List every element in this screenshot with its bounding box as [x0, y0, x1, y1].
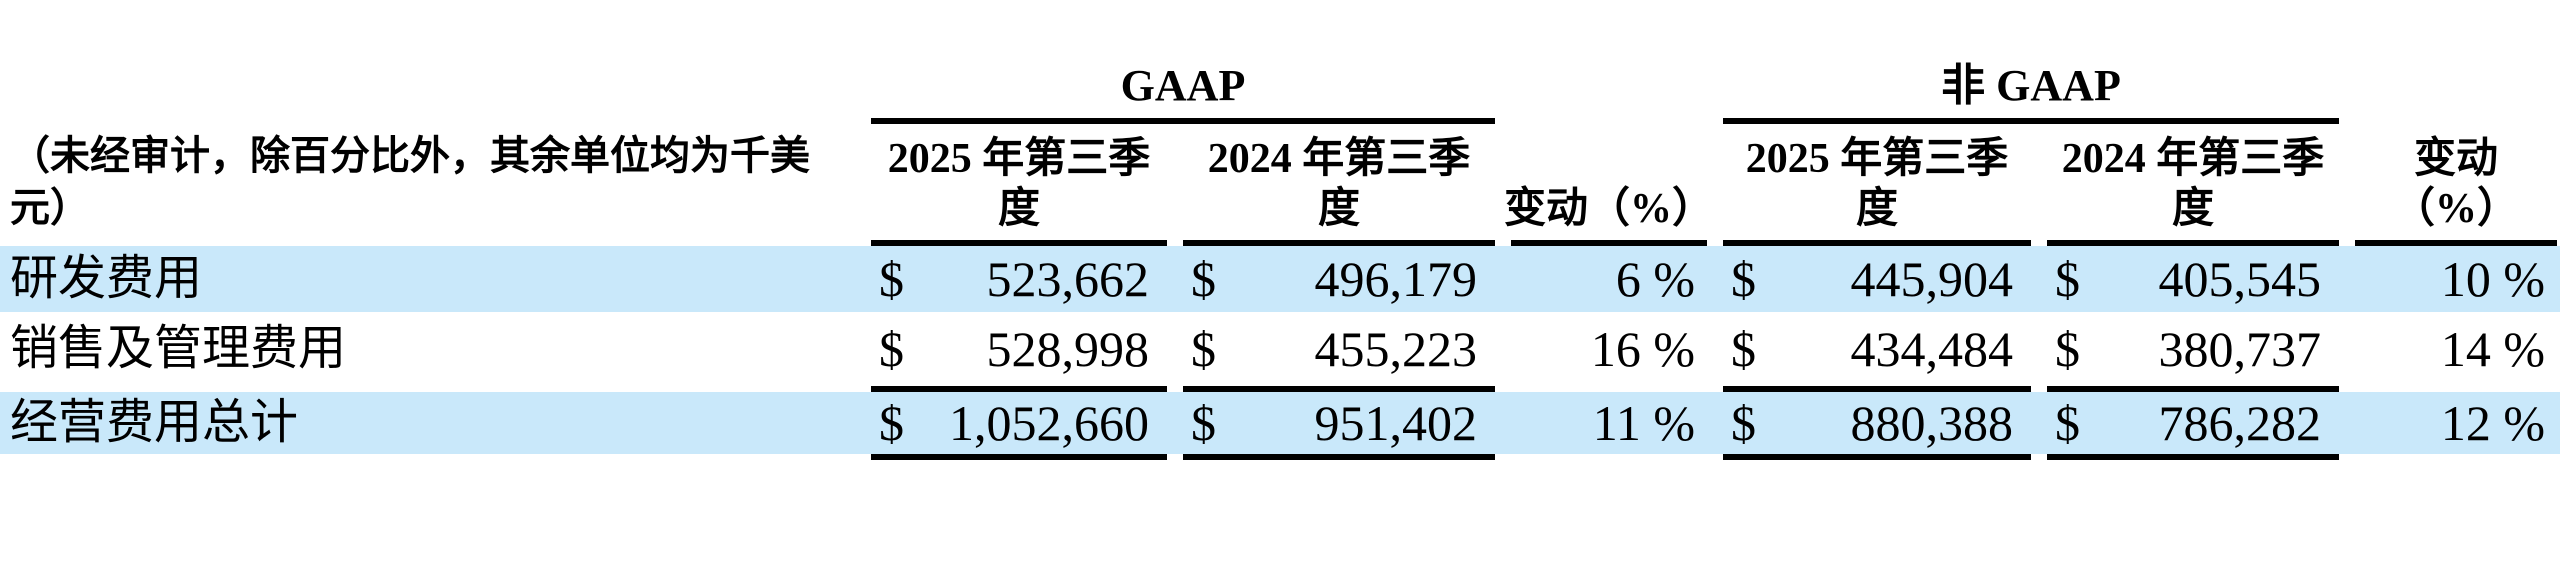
percent-value: 10 %: [2440, 251, 2545, 307]
gaap-q3-2025-cell: $ 1,052,660: [871, 392, 1167, 454]
gaap-group-label: GAAP: [1120, 61, 1246, 110]
col-header-non-gaap-q3-2024: 2024 年第三季度: [2061, 136, 2325, 232]
col-header-gaap-q3-2024: 2024 年第三季度: [1207, 136, 1471, 232]
non-gaap-q3-2025-cell: $ 434,484: [1723, 312, 2031, 386]
header-rule-segment: [1183, 240, 1495, 246]
header-rule-segment: [2355, 240, 2557, 246]
column-header-row: （未经审计，除百分比外，其余单位均为千美元） 2025 年第三季度 2024 年…: [0, 124, 2560, 240]
amount: 1,052,660: [949, 395, 1149, 451]
percent-value: 12 %: [2440, 395, 2545, 451]
amount: 496,179: [1314, 251, 1478, 307]
dollar-sign: $: [2055, 251, 2080, 307]
dollar-sign: $: [2055, 321, 2080, 377]
table-row-sga-expenses: 销售及管理费用 $ 528,998 $ 455,223 16 % $ 434,4…: [0, 312, 2560, 386]
subtotal-rule-segment: [871, 386, 1167, 392]
non-gaap-change-cell: 12 %: [2355, 392, 2557, 454]
header-rule-segment: [2047, 240, 2339, 246]
col-header-non-gaap-q3-2025: 2025 年第三季度: [1745, 136, 2009, 232]
rule-gap: [10, 454, 855, 460]
bottom-rule-segment: [871, 454, 1167, 460]
dollar-sign: $: [879, 321, 904, 377]
row-label-cell: 销售及管理费用: [10, 312, 855, 386]
gaap-change-cell: 6 %: [1511, 246, 1707, 312]
amount: 528,998: [986, 321, 1150, 377]
dollar-sign: $: [1731, 251, 1756, 307]
header-rule-segment: [871, 240, 1167, 246]
percent-value: 11 %: [1592, 395, 1695, 451]
row-label: 销售及管理费用: [10, 322, 347, 375]
dollar-sign: $: [879, 251, 904, 307]
amount: 455,223: [1314, 321, 1478, 377]
bottom-rule-segment: [1183, 454, 1495, 460]
non-gaap-group-header: 非 GAAP: [1723, 0, 2339, 124]
bottom-rule-segment: [2047, 454, 2339, 460]
percent-value: 14 %: [2440, 321, 2545, 377]
dollar-sign: $: [1731, 321, 1756, 377]
row-label-cell: 经营费用总计: [10, 392, 855, 454]
table-row-rd-expenses: 研发费用 $ 523,662 $ 496,179 6 % $ 445,904 $…: [0, 246, 2560, 312]
header-rule-segment: [1723, 240, 2031, 246]
subtotal-rule-segment: [1183, 386, 1495, 392]
row-label: 研发费用: [10, 252, 203, 305]
gaap-q3-2024-cell: $ 496,179: [1183, 246, 1495, 312]
amount: 880,388: [1850, 395, 2014, 451]
row-label: 经营费用总计: [10, 396, 299, 449]
col-header-non-gaap-change: 变动 （%）: [2392, 136, 2519, 232]
gaap-q3-2025-cell: $ 528,998: [871, 312, 1167, 386]
subtotal-rule-segment: [2047, 386, 2339, 392]
dollar-sign: $: [1191, 321, 1216, 377]
gaap-change-cell: 16 %: [1511, 312, 1707, 386]
amount: 951,402: [1314, 395, 1478, 451]
non-gaap-q3-2024-cell: $ 405,545: [2047, 246, 2339, 312]
amount: 786,282: [2158, 395, 2322, 451]
dollar-sign: $: [1191, 395, 1216, 451]
rule-gap: [1511, 454, 1707, 460]
unit-note-cell: （未经审计，除百分比外，其余单位均为千美元）: [10, 124, 855, 240]
bottom-rule-row: [0, 454, 2560, 460]
group-header-spacer-mid: [1511, 0, 1707, 124]
col-header-gaap-change: 变动（%）: [1504, 186, 1715, 232]
subtotal-rule-row: [0, 386, 2560, 392]
percent-value: 6 %: [1615, 251, 1695, 307]
amount: 380,737: [2158, 321, 2322, 377]
non-gaap-q3-2024-cell: $ 380,737: [2047, 312, 2339, 386]
gaap-change-cell: 11 %: [1511, 392, 1707, 454]
header-rule-segment: [1511, 240, 1707, 246]
amount: 434,484: [1850, 321, 2014, 377]
amount: 445,904: [1850, 251, 2014, 307]
table-row-total-operating-expenses: 经营费用总计 $ 1,052,660 $ 951,402 11 % $ 880,…: [0, 392, 2560, 454]
dollar-sign: $: [2055, 395, 2080, 451]
non-gaap-q3-2025-cell: $ 880,388: [1723, 392, 2031, 454]
col-header-gaap-q3-2025: 2025 年第三季度: [887, 136, 1151, 232]
gaap-group-header: GAAP: [871, 0, 1495, 124]
amount: 405,545: [2158, 251, 2322, 307]
non-gaap-change-cell: 10 %: [2355, 246, 2557, 312]
gaap-q3-2025-cell: $ 523,662: [871, 246, 1167, 312]
non-gaap-q3-2025-cell: $ 445,904: [1723, 246, 2031, 312]
non-gaap-change-cell: 14 %: [2355, 312, 2557, 386]
group-header-row: GAAP 非 GAAP: [0, 0, 2560, 124]
non-gaap-q3-2024-cell: $ 786,282: [2047, 392, 2339, 454]
dollar-sign: $: [879, 395, 904, 451]
rule-gap: [2355, 454, 2557, 460]
gaap-q3-2024-cell: $ 455,223: [1183, 312, 1495, 386]
row-label-cell: 研发费用: [10, 246, 855, 312]
percent-value: 16 %: [1590, 321, 1695, 377]
group-header-spacer-left: [10, 0, 855, 124]
unit-note: （未经审计，除百分比外，其余单位均为千美元）: [10, 133, 810, 230]
dollar-sign: $: [1191, 251, 1216, 307]
group-header-spacer-right: [2355, 0, 2557, 124]
amount: 523,662: [986, 251, 1150, 307]
bottom-rule-segment: [1723, 454, 2031, 460]
header-rule-row: [0, 240, 2560, 246]
dollar-sign: $: [1731, 395, 1756, 451]
non-gaap-group-label: 非 GAAP: [1941, 61, 2121, 110]
gaap-q3-2024-cell: $ 951,402: [1183, 392, 1495, 454]
subtotal-rule-segment: [1723, 386, 2031, 392]
